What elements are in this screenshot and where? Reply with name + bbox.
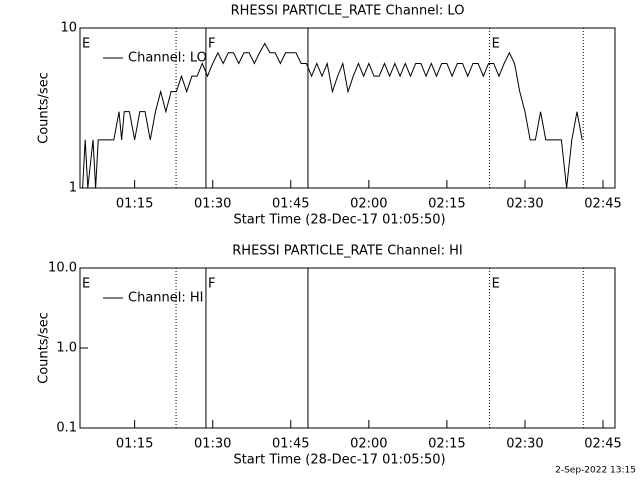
x-tick-label: 02:00: [350, 437, 387, 452]
x-tick-label: 01:30: [194, 437, 231, 452]
y-tick-label: 1: [69, 181, 77, 196]
event-label: E: [492, 37, 500, 52]
chart-title: RHESSI PARTICLE_RATE Channel: LO: [231, 4, 465, 19]
event-label: E: [492, 277, 500, 292]
legend-label: Channel: HI: [128, 291, 204, 306]
x-tick-label: 02:45: [584, 437, 621, 452]
event-label: F: [208, 277, 215, 292]
data-line: [82, 42, 583, 189]
x-axis-label: Start Time (28-Dec-17 01:05:50): [233, 213, 445, 228]
x-tick-label: 02:00: [350, 197, 387, 212]
y-tick-label: 10.0: [48, 261, 77, 276]
footer: 2-Sep-2022 13:15: [555, 466, 636, 476]
x-tick-label: 02:45: [584, 197, 621, 212]
y-tick-label: 10: [60, 21, 77, 36]
x-tick-label: 02:15: [428, 197, 465, 212]
x-tick-label: 02:30: [506, 197, 543, 212]
legend-label: Channel: LO: [128, 51, 207, 66]
x-tick-label: 02:15: [428, 437, 465, 452]
x-tick-label: 01:15: [116, 197, 153, 212]
y-tick-label: 0.1: [56, 421, 77, 436]
plot-frame: [79, 27, 616, 189]
event-label: E: [82, 277, 90, 292]
chart-title: RHESSI PARTICLE_RATE Channel: HI: [232, 244, 462, 259]
x-tick-label: 01:15: [116, 437, 153, 452]
x-tick-label: 01:30: [194, 197, 231, 212]
y-axis-label: Counts/sec: [37, 312, 52, 384]
y-axis-label: Counts/sec: [37, 72, 52, 144]
event-label: E: [82, 37, 90, 52]
x-tick-label: 01:45: [272, 437, 309, 452]
event-label: F: [208, 37, 215, 52]
x-tick-label: 01:45: [272, 197, 309, 212]
y-tick-label: 1.0: [56, 341, 77, 356]
x-axis-label: Start Time (28-Dec-17 01:05:50): [233, 453, 445, 468]
x-tick-label: 02:30: [506, 437, 543, 452]
